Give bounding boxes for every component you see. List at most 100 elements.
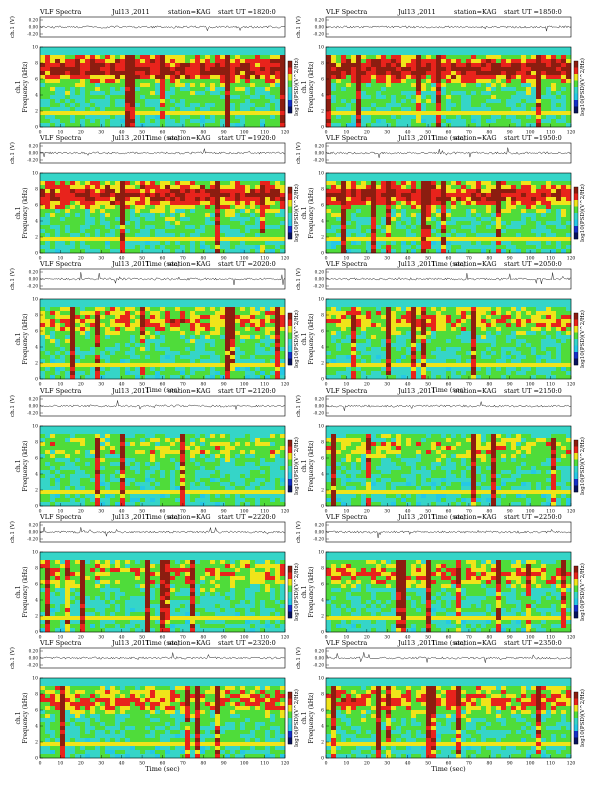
heatmap-cell bbox=[265, 209, 270, 213]
heatmap-cell bbox=[130, 311, 135, 315]
heatmap-cell bbox=[386, 181, 391, 185]
heatmap-cell bbox=[240, 123, 245, 127]
heatmap-cell bbox=[110, 367, 115, 371]
heatmap-cell bbox=[85, 331, 90, 335]
heatmap-cell bbox=[536, 197, 541, 201]
heatmap-cell bbox=[165, 343, 170, 347]
heatmap-cell bbox=[386, 71, 391, 75]
heatmap-cell bbox=[461, 237, 466, 241]
heatmap-cell bbox=[561, 237, 566, 241]
colorbar-segment bbox=[288, 74, 292, 81]
heatmap-cell bbox=[100, 55, 105, 59]
heatmap-cell bbox=[541, 197, 546, 201]
heatmap-cell bbox=[501, 111, 506, 115]
heatmap-cell bbox=[55, 119, 60, 123]
heatmap-cell bbox=[551, 193, 556, 197]
heatmap-cell bbox=[130, 221, 135, 225]
heatmap-cell bbox=[115, 47, 120, 51]
heatmap-cell bbox=[521, 213, 526, 217]
heatmap-cell bbox=[275, 115, 280, 119]
heatmap-cell bbox=[230, 95, 235, 99]
heatmap-cell bbox=[225, 245, 230, 249]
heatmap-cell bbox=[180, 91, 185, 95]
heatmap-cell bbox=[521, 229, 526, 233]
heatmap-cell bbox=[240, 115, 245, 119]
heatmap-cell bbox=[556, 115, 561, 119]
heatmap-cell bbox=[386, 59, 391, 63]
heatmap-cell bbox=[386, 177, 391, 181]
heatmap-cell bbox=[230, 103, 235, 107]
heatmap-cell bbox=[561, 245, 566, 249]
heatmap-cell bbox=[396, 75, 401, 79]
heatmap-cell bbox=[446, 229, 451, 233]
heatmap-cell bbox=[346, 221, 351, 225]
heatmap-cell bbox=[270, 221, 275, 225]
heatmap-cell bbox=[531, 67, 536, 71]
heatmap-cell bbox=[220, 91, 225, 95]
heatmap-cell bbox=[210, 225, 215, 229]
heatmap-cell bbox=[200, 107, 205, 111]
heatmap-cell bbox=[110, 323, 115, 327]
heatmap-cell bbox=[130, 47, 135, 51]
heatmap-cell bbox=[461, 181, 466, 185]
heatmap-cell bbox=[40, 197, 45, 201]
heatmap-cell bbox=[135, 91, 140, 95]
heatmap-cell bbox=[270, 87, 275, 91]
heatmap-cell bbox=[40, 51, 45, 55]
heatmap-cell bbox=[371, 201, 376, 205]
heatmap-cell bbox=[511, 205, 516, 209]
heatmap-cell bbox=[526, 185, 531, 189]
heatmap-cell bbox=[85, 71, 90, 75]
heatmap-cell bbox=[401, 185, 406, 189]
heatmap-cell bbox=[135, 51, 140, 55]
heatmap-cell bbox=[496, 201, 501, 205]
heatmap-cell bbox=[55, 59, 60, 63]
heatmap-cell bbox=[55, 75, 60, 79]
heatmap-cell bbox=[55, 221, 60, 225]
heatmap-cell bbox=[215, 355, 220, 359]
heatmap-cell bbox=[130, 335, 135, 339]
heatmap-cell bbox=[255, 67, 260, 71]
heatmap-cell bbox=[210, 47, 215, 51]
heatmap-cell bbox=[280, 63, 285, 67]
heatmap-cell bbox=[230, 351, 235, 355]
heatmap-cell bbox=[140, 315, 145, 319]
heatmap-cell bbox=[551, 119, 556, 123]
heatmap-cell bbox=[541, 205, 546, 209]
heatmap-cell bbox=[235, 189, 240, 193]
heatmap-cell bbox=[481, 205, 486, 209]
heatmap-cell bbox=[356, 177, 361, 181]
heatmap-cell bbox=[546, 197, 551, 201]
heatmap-cell bbox=[155, 331, 160, 335]
heatmap-cell bbox=[346, 173, 351, 177]
heatmap-cell bbox=[451, 79, 456, 83]
frequency-axis-label: Frequency (kHz) bbox=[308, 61, 315, 112]
heatmap-cell bbox=[210, 331, 215, 335]
heatmap-cell bbox=[396, 123, 401, 127]
heatmap-cell bbox=[541, 213, 546, 217]
heatmap-cell bbox=[145, 331, 150, 335]
heatmap-cell bbox=[100, 107, 105, 111]
heatmap-cell bbox=[225, 303, 230, 307]
heatmap-cell bbox=[371, 47, 376, 51]
heatmap-cell bbox=[225, 335, 230, 339]
heatmap-cell bbox=[170, 83, 175, 87]
heatmap-cell bbox=[260, 103, 265, 107]
heatmap-cell bbox=[95, 363, 100, 367]
heatmap-cell bbox=[250, 229, 255, 233]
heatmap-cell bbox=[396, 71, 401, 75]
heatmap-cell bbox=[496, 119, 501, 123]
heatmap-cell bbox=[100, 79, 105, 83]
heatmap-cell bbox=[441, 181, 446, 185]
heatmap-cell bbox=[135, 343, 140, 347]
heatmap-cell bbox=[501, 229, 506, 233]
heatmap-cell bbox=[60, 303, 65, 307]
heatmap-cell bbox=[421, 55, 426, 59]
heatmap-cell bbox=[280, 237, 285, 241]
heatmap-cell bbox=[155, 347, 160, 351]
heatmap-cell bbox=[391, 233, 396, 237]
heatmap-cell bbox=[416, 123, 421, 127]
heatmap-cell bbox=[105, 119, 110, 123]
heatmap-cell bbox=[120, 307, 125, 311]
heatmap-cell bbox=[476, 103, 481, 107]
